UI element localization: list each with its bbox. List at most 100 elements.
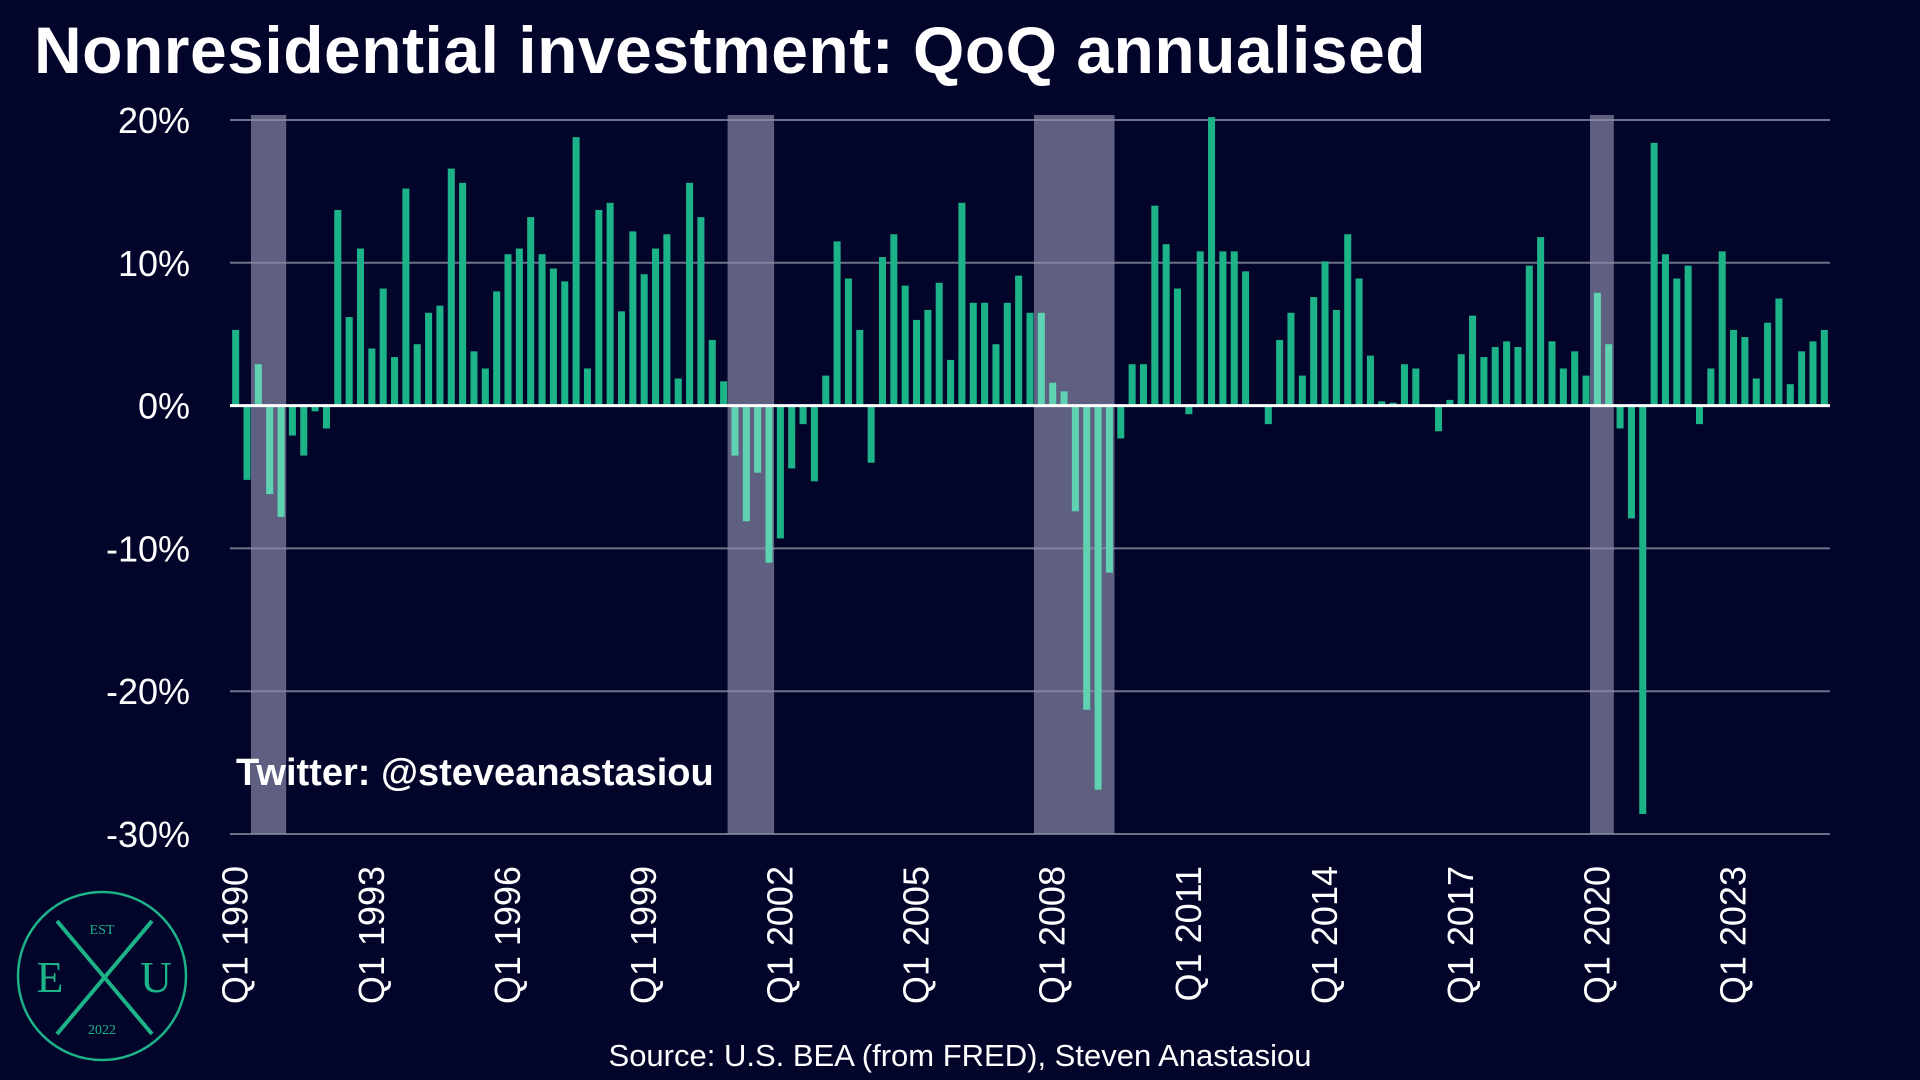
bar xyxy=(799,405,807,425)
bar xyxy=(334,209,342,406)
bar xyxy=(788,405,796,469)
bar xyxy=(504,254,512,406)
bar xyxy=(1219,251,1227,406)
bar xyxy=(1139,364,1147,406)
source-note: Source: U.S. BEA (from FRED), Steven Ana… xyxy=(608,1038,1312,1073)
bar xyxy=(1151,205,1159,406)
bar xyxy=(583,368,591,406)
bar xyxy=(1525,265,1533,406)
x-tick-label: Q1 1996 xyxy=(487,866,528,1004)
bar xyxy=(1446,399,1454,406)
bar xyxy=(1730,329,1738,406)
bar xyxy=(1605,344,1613,406)
bar xyxy=(459,182,467,406)
bar xyxy=(1083,405,1091,710)
bar xyxy=(1503,341,1511,406)
x-tick-label: Q1 2017 xyxy=(1440,866,1481,1004)
bar xyxy=(470,351,478,406)
bar xyxy=(277,405,285,517)
bar xyxy=(958,202,966,406)
bar xyxy=(1593,292,1601,406)
bar xyxy=(1741,337,1749,406)
x-tick-label: Q1 2005 xyxy=(896,866,937,1004)
bar xyxy=(617,311,626,406)
bar xyxy=(1491,347,1499,406)
bar xyxy=(300,405,308,456)
x-tick-label: Q1 2008 xyxy=(1032,866,1073,1004)
bar xyxy=(1820,329,1828,406)
y-tick-label: -30% xyxy=(106,814,190,855)
bar xyxy=(1627,405,1635,519)
bar xyxy=(243,405,251,480)
y-tick-label: -10% xyxy=(106,528,190,569)
bar xyxy=(1571,351,1579,406)
bar xyxy=(1242,271,1250,406)
bar xyxy=(1400,364,1408,406)
watermark-handle: Twitter: @steveanastasiou xyxy=(236,752,714,794)
bar xyxy=(515,248,523,406)
x-tick-label: Q1 2020 xyxy=(1576,866,1617,1004)
bar xyxy=(1332,309,1340,406)
bar xyxy=(1298,375,1306,406)
recession-band-4 xyxy=(1590,115,1614,834)
bar xyxy=(1003,302,1011,406)
bar xyxy=(356,248,365,406)
y-tick-label: -20% xyxy=(106,671,190,712)
bar xyxy=(1378,401,1386,406)
bar xyxy=(1809,341,1817,406)
bar xyxy=(1310,297,1318,406)
bar xyxy=(1071,405,1079,512)
bar xyxy=(1412,368,1420,406)
recession-bands xyxy=(250,115,1614,834)
bar xyxy=(1162,244,1170,406)
logo-ring xyxy=(16,890,188,1062)
bar xyxy=(867,405,875,463)
bar xyxy=(493,291,501,406)
bar xyxy=(697,217,705,406)
bar xyxy=(1548,341,1556,406)
bar xyxy=(663,234,671,406)
bar xyxy=(402,188,410,406)
bar xyxy=(379,288,387,406)
bar xyxy=(1457,354,1465,406)
bar xyxy=(1208,117,1216,406)
y-tick-label: 0% xyxy=(138,386,190,427)
bar xyxy=(731,405,739,456)
bar xyxy=(1287,312,1295,406)
bar xyxy=(549,268,557,406)
bar xyxy=(776,405,784,539)
bar xyxy=(969,302,977,406)
x-tick-label: Q1 1990 xyxy=(215,866,256,1004)
bar xyxy=(1707,368,1715,406)
bar xyxy=(1514,347,1522,406)
logo-year: 2022 xyxy=(88,1023,116,1038)
bar xyxy=(1264,405,1272,425)
bars xyxy=(232,117,1828,815)
bar xyxy=(1049,382,1057,406)
bar xyxy=(708,339,716,406)
bar xyxy=(254,364,262,406)
logo-x-stroke-2 xyxy=(55,919,154,1036)
bar xyxy=(1718,251,1726,406)
bar xyxy=(436,305,444,406)
bar xyxy=(742,405,750,522)
bar xyxy=(640,274,648,406)
y-tick-label: 20% xyxy=(118,100,190,141)
gridlines xyxy=(230,119,1830,835)
bar xyxy=(1060,391,1068,406)
bar xyxy=(833,241,841,406)
bar xyxy=(1276,339,1284,406)
y-tick-label: 10% xyxy=(118,243,190,284)
y-tick-labels: 20% 10% 0% -10% -20% -30% xyxy=(106,100,190,855)
bar xyxy=(652,248,660,406)
bar xyxy=(368,348,376,406)
x-tick-labels: Q1 1990 Q1 1993 Q1 1996 Q1 1999 Q1 2002 Q1 20… xyxy=(215,866,1754,1004)
bar xyxy=(1752,378,1760,406)
x-tick-label: Q1 2023 xyxy=(1713,866,1754,1004)
bar xyxy=(1775,298,1783,406)
x-tick-label: Q1 2014 xyxy=(1304,866,1345,1004)
x-tick-label: Q1 1993 xyxy=(351,866,392,1004)
bar xyxy=(947,359,955,406)
bar xyxy=(1094,405,1102,790)
